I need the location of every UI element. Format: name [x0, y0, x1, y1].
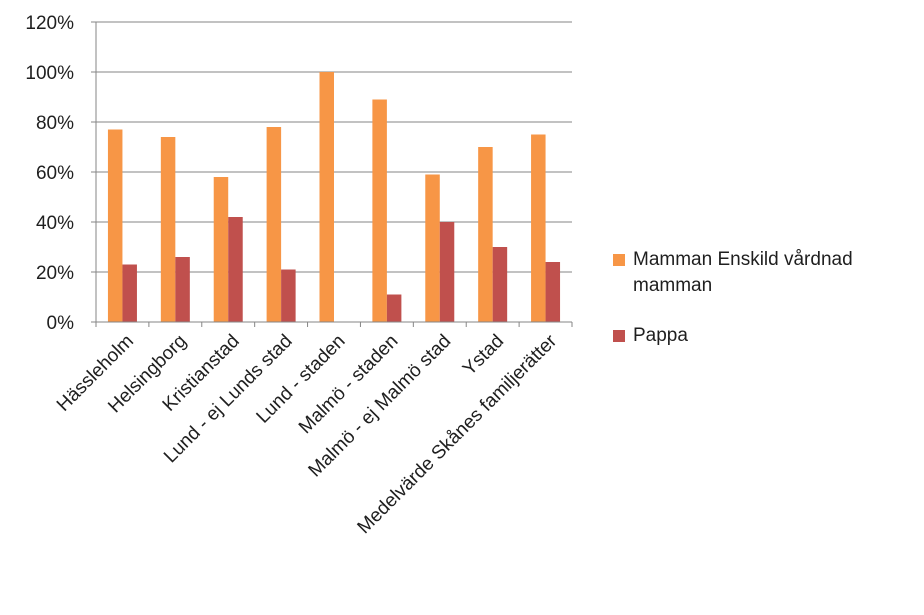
bar-series-1 — [107, 129, 123, 322]
axes — [91, 21, 573, 327]
bar-series-1 — [531, 134, 546, 322]
bar-series-1 — [319, 72, 334, 322]
bar-series-1 — [160, 137, 176, 322]
y-tick-label: 60% — [36, 163, 74, 184]
y-tick-label: 0% — [47, 313, 75, 334]
y-axis-tick-labels: 0% 20% 40% 60% 80% 100% 120% — [25, 13, 74, 334]
legend-swatch-series-2 — [613, 330, 625, 342]
y-tick-label: 20% — [36, 263, 74, 284]
bar-series-1 — [478, 147, 493, 322]
y-tick-label: 120% — [25, 13, 74, 34]
legend-label-series-1: Mamman Enskild vårdnad mamman — [633, 249, 853, 296]
bars — [107, 72, 561, 322]
legend-item-series-1: Mamman Enskild vårdnad mamman — [613, 247, 918, 299]
y-tick-label: 100% — [25, 63, 74, 84]
legend-swatch-series-1 — [613, 254, 625, 266]
bar-series-2 — [122, 264, 137, 322]
bar-series-2 — [175, 257, 190, 322]
bar-series-2 — [228, 217, 243, 322]
bar-series-1 — [425, 174, 440, 322]
y-tick-label: 40% — [36, 213, 74, 234]
legend: Mamman Enskild vårdnad mamman Pappa — [613, 247, 918, 373]
bar-series-2 — [386, 294, 402, 322]
bar-series-2 — [281, 269, 296, 322]
bar-series-2 — [492, 247, 508, 322]
legend-label-series-2: Pappa — [633, 325, 688, 346]
bar-series-1 — [266, 127, 282, 322]
bar-series-1 — [372, 99, 387, 322]
bar-series-2 — [545, 262, 561, 322]
legend-item-series-2: Pappa — [613, 323, 918, 349]
bar-series-2 — [439, 222, 455, 322]
bar-series-1 — [213, 177, 229, 322]
x-category-label: Ystad — [459, 331, 508, 380]
y-tick-label: 80% — [36, 113, 74, 134]
